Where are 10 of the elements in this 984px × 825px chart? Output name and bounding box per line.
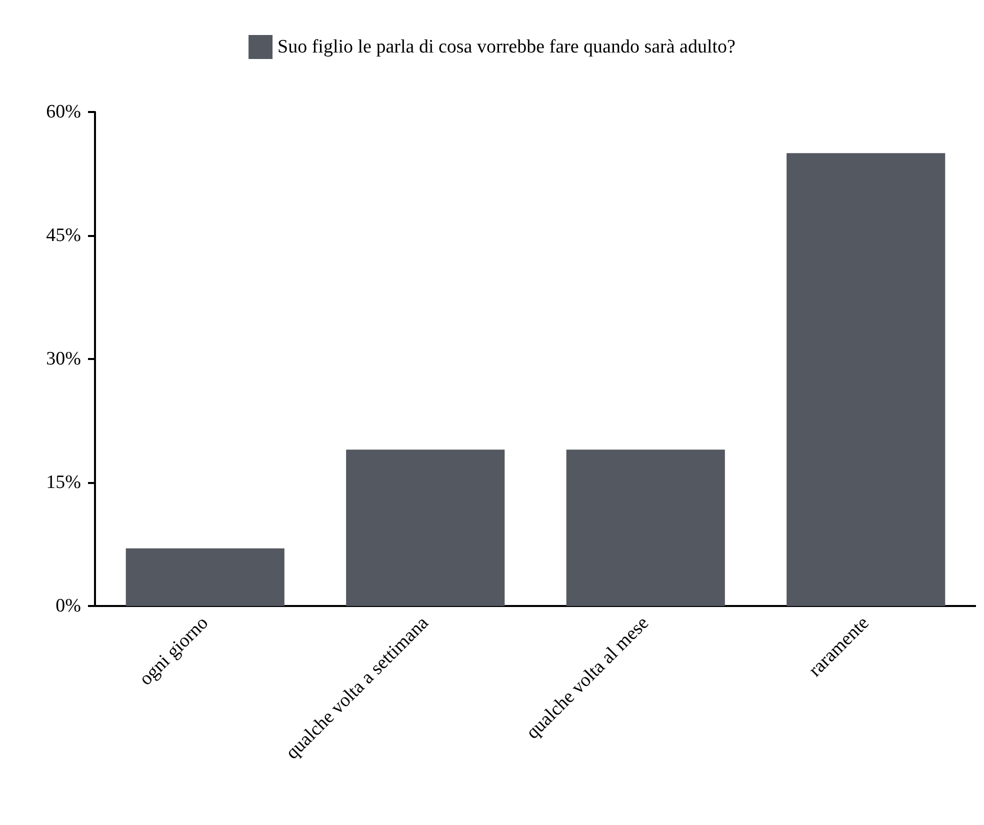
legend-label: Suo figlio le parla di cosa vorrebbe fare quando sarà adulto?: [278, 36, 736, 58]
bar: [786, 153, 946, 606]
y-tick-label: 45%: [46, 225, 82, 246]
bar: [126, 548, 284, 606]
y-tick-label: 30%: [46, 348, 82, 370]
bar: [346, 450, 505, 606]
y-tick-label: 15%: [46, 472, 82, 493]
bar: [566, 450, 725, 606]
y-tick-label: 60%: [46, 102, 82, 122]
y-tick-label: 0%: [56, 596, 82, 616]
